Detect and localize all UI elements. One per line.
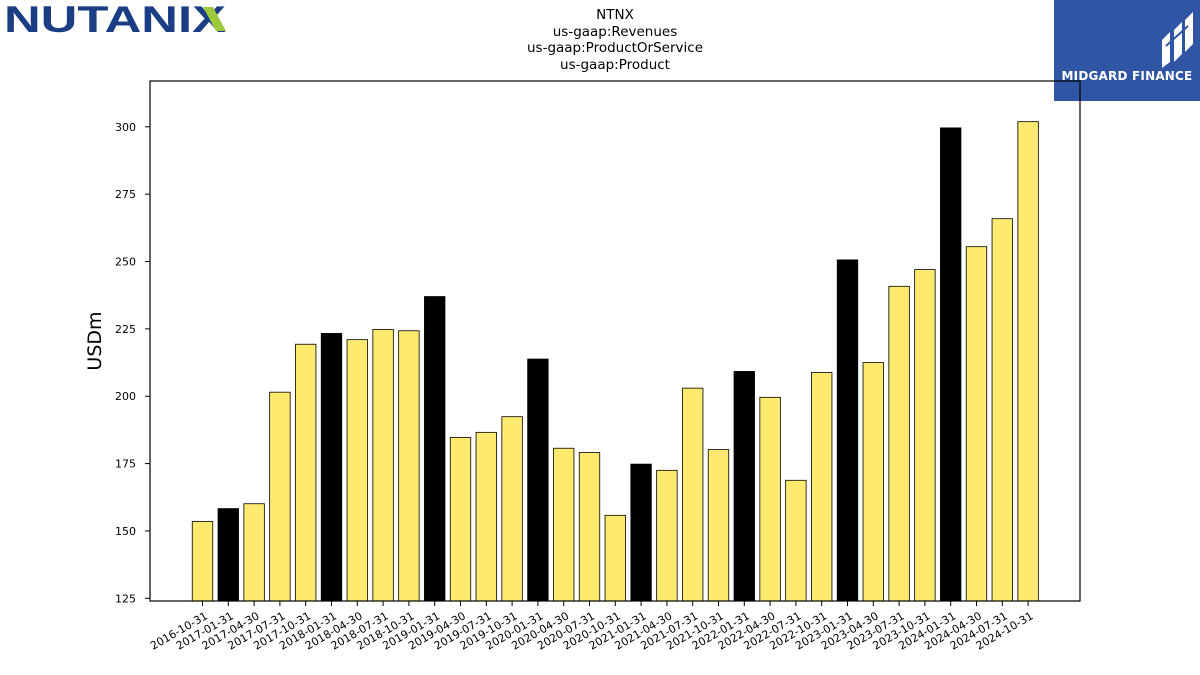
bar [320,333,343,602]
bar [630,463,652,602]
y-tick-label: 200 [115,390,136,403]
nutanix-x-accent [203,7,226,31]
bar [217,508,239,602]
bar [914,269,936,602]
bar [965,246,988,602]
bar [940,127,962,602]
bar [501,416,523,602]
bar [553,447,575,602]
bar [346,339,368,602]
chart-title-line: NTNX [596,7,634,23]
y-tick-label: 250 [115,256,136,269]
y-axis-label: USDm [84,311,106,370]
bar [1017,121,1039,602]
bar [475,431,497,602]
nutanix-wordmark: NUTANIX [4,0,226,40]
bar [527,358,549,602]
y-tick-label: 175 [115,458,136,471]
bar [191,521,214,602]
bar [707,449,730,602]
bar [862,362,884,602]
y-tick-label: 225 [115,323,136,336]
nutanix-logo: NUTANIX [4,0,226,40]
bar [372,329,394,602]
bar [398,330,420,602]
bar [991,218,1013,602]
bar [604,514,626,602]
bar [785,479,807,602]
y-tick-label: 150 [115,525,136,538]
y-tick-label: 300 [115,121,136,134]
bar [759,396,781,602]
chart-title-line: us-gaap:Product [560,56,670,73]
midgard-finance-logo: MIDGARD FINANCE [1054,0,1200,101]
chart-title: NTNX us-gaap:Revenues us-gaap:ProductOrS… [415,7,815,73]
bar [656,469,678,602]
bar [449,437,472,602]
chart-title-line: us-gaap:Revenues [552,23,678,40]
bar [682,387,704,602]
y-tick-label: 275 [115,188,136,201]
bar [295,343,317,602]
midgard-mark-icon [1162,12,1193,68]
bar [888,285,910,602]
bar [836,259,859,602]
bar [811,372,833,602]
bar [424,296,446,602]
bar [733,371,755,602]
bar [269,391,291,602]
chart-title-line: us-gaap:ProductOrService [526,40,704,56]
midgard-finance-label: MIDGARD FINANCE [1061,69,1193,83]
bar [578,452,601,602]
y-tick-label: 125 [115,592,136,605]
bar [243,503,265,602]
